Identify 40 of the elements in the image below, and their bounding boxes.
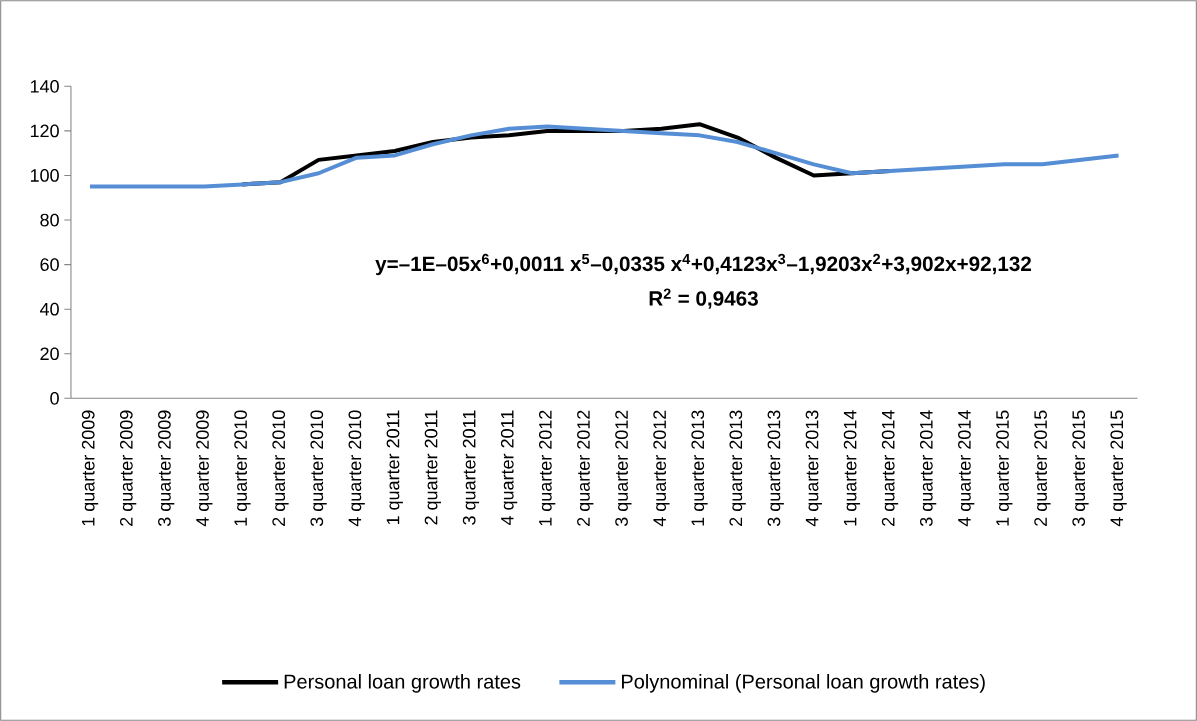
x-tick-label: 3 quarter 2013: [767, 410, 784, 527]
y-tick-label: 20: [40, 347, 59, 361]
x-tick-label: 3 quarter 2014: [919, 410, 937, 527]
x-tick-label: 1 quarter 2013: [691, 410, 708, 526]
y-tick-label: 80: [40, 213, 59, 227]
x-tick-label: 2 quarter 2015: [1034, 410, 1051, 526]
x-tick-label: 4 quarter 2009: [196, 410, 213, 527]
legend-label: Polynominal (Personal loan growth rates): [622, 674, 985, 693]
x-tick-label: 4 quarter 2010: [348, 410, 365, 527]
legend-label: Personal loan growth rates: [284, 674, 521, 693]
x-tick-label: 1 quarter 2015: [996, 410, 1013, 526]
x-tick-label: 4 quarter 2015: [1110, 410, 1127, 527]
x-tick-label: 2 quarter 2012: [577, 410, 594, 526]
x-tick-label: 2 quarter 2014: [881, 410, 899, 526]
x-tick-label: 3 quarter 2015: [1072, 410, 1089, 527]
y-tick-label: 100: [30, 169, 59, 182]
x-tick-label: 2 quarter 2013: [729, 410, 746, 526]
x-tick-label: 1 quarter 2009: [81, 410, 99, 526]
y-tick-label: 40: [39, 302, 59, 316]
x-tick-label: 4 quarter 2011: [500, 410, 518, 526]
y-tick-label: 140: [30, 79, 59, 93]
y-tick-label: 60: [40, 258, 59, 271]
x-tick-label: 1 quarter 2010: [234, 410, 251, 526]
x-tick-label: 3 quarter 2009: [158, 410, 175, 527]
x-tick-label: 4 quarter 2014: [958, 410, 975, 527]
x-tick-label: 2 quarter 2009: [119, 410, 137, 526]
x-tick-label: 3 quarter 2010: [310, 410, 327, 527]
x-tick-label: 3 quarter 2012: [615, 410, 632, 527]
y-tick-label: 0: [50, 391, 59, 405]
x-tick-label: 1 quarter 2011: [386, 410, 403, 525]
y-tick-label: 120: [30, 124, 59, 138]
x-tick-label: 4 quarter 2012: [653, 410, 670, 527]
x-tick-label: 1 quarter 2012: [538, 410, 556, 526]
x-tick-label: 2 quarter 2010: [272, 410, 289, 526]
x-tick-label: 1 quarter 2014: [843, 410, 861, 526]
x-tick-label: 4 quarter 2013: [805, 410, 822, 527]
annotation: R$^{2}$ = 0,9463: [649, 288, 758, 309]
text: y=–1E–05x$^{6}$+0,0011 x$^{5}$–0,0335 x$^{4}$+0,4123x$^{3}$–1,9203x$^{2}$+3,902x+92,132: [375, 253, 1031, 276]
x-tick-label: 3 quarter 2011: [462, 410, 480, 525]
x-tick-label: 2 quarter 2011: [424, 410, 442, 525]
